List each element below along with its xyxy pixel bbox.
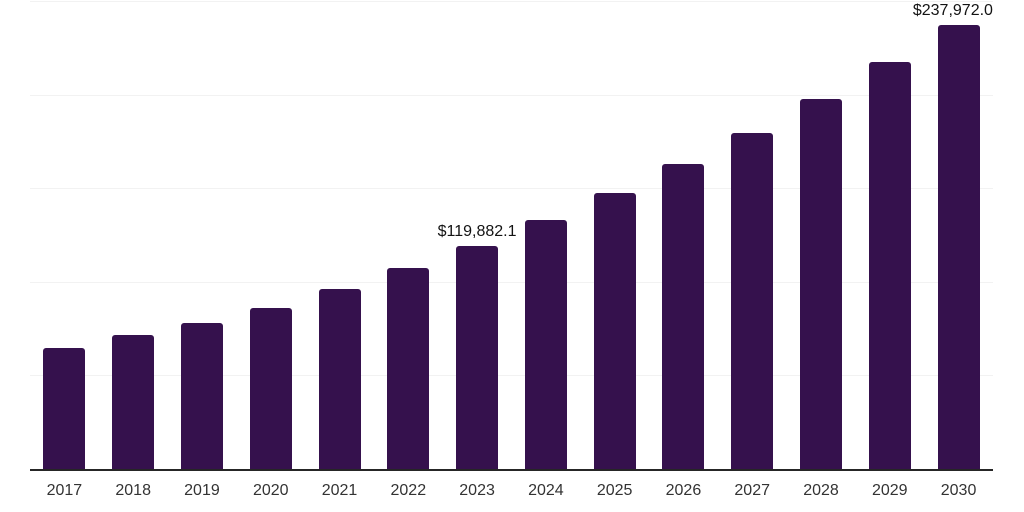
x-tick-2021: 2021	[321, 482, 358, 499]
bar-slot-2020	[236, 2, 305, 470]
bar-2018[interactable]	[112, 335, 155, 470]
bar-slot-2019	[168, 2, 237, 470]
gridline-200000	[30, 94, 993, 96]
bar-2020[interactable]	[249, 308, 292, 470]
bar-slot-2018	[99, 2, 168, 470]
x-tick-2020: 2020	[252, 482, 289, 499]
x-tick-2029: 2029	[871, 482, 908, 499]
x-axis-ticks: 2017 2018 2019 2020 2021 2022 2023 2024 2025 2026…	[30, 481, 993, 500]
x-tick-2018: 2018	[115, 482, 151, 499]
bar-slot-2027	[718, 2, 787, 470]
x-tick-2027: 2027	[734, 482, 770, 499]
gridline-50000	[30, 375, 993, 377]
x-tick-2023: 2023	[459, 482, 495, 499]
bar-slot-2017	[30, 2, 99, 470]
bar-2027[interactable]	[731, 133, 774, 470]
bar-2030[interactable]	[937, 24, 980, 470]
x-tick-2017: 2017	[46, 482, 83, 499]
bar-2026[interactable]	[662, 163, 705, 470]
gridline-100000	[30, 281, 993, 283]
bar-slot-2026	[649, 2, 718, 470]
bar-2017[interactable]	[43, 347, 86, 470]
value-label-2030: $237,972.0	[912, 1, 993, 19]
bar-slot-2029	[855, 2, 924, 470]
bar-2028[interactable]	[799, 98, 842, 470]
value-label-2023: $119,882.1	[437, 223, 517, 240]
bar-slot-2028	[787, 2, 856, 470]
x-tick-2022: 2022	[390, 482, 427, 499]
bars-container: $119,882.1 $237,972.0	[30, 2, 993, 470]
bar-slot-2021	[305, 2, 374, 470]
x-axis-line	[30, 469, 993, 471]
bar-slot-2025	[580, 2, 649, 470]
x-tick-2028: 2028	[803, 482, 839, 499]
gridline-250000	[30, 1, 993, 2]
x-tick-2019: 2019	[184, 482, 220, 499]
bar-slot-2023: $119,882.1	[438, 2, 517, 470]
x-tick-2026: 2026	[665, 482, 702, 499]
bar-2025[interactable]	[593, 192, 636, 470]
gridline-150000	[30, 188, 993, 190]
bar-slot-2030: $237,972.0	[913, 2, 993, 470]
bar-2023[interactable]	[456, 245, 499, 470]
bar-2024[interactable]	[524, 219, 567, 470]
plot-area: $119,882.1 $237,972.0	[30, 1, 993, 471]
bar-2021[interactable]	[318, 288, 361, 470]
x-tick-2030: 2030	[940, 482, 977, 499]
x-tick-2025: 2025	[596, 482, 633, 499]
x-tick-2024: 2024	[528, 482, 564, 499]
bar-slot-2024	[511, 2, 580, 470]
bar-2029[interactable]	[868, 61, 911, 470]
bar-2022[interactable]	[387, 268, 430, 470]
bar-2019[interactable]	[180, 323, 223, 470]
bar-slot-2022	[374, 2, 443, 470]
